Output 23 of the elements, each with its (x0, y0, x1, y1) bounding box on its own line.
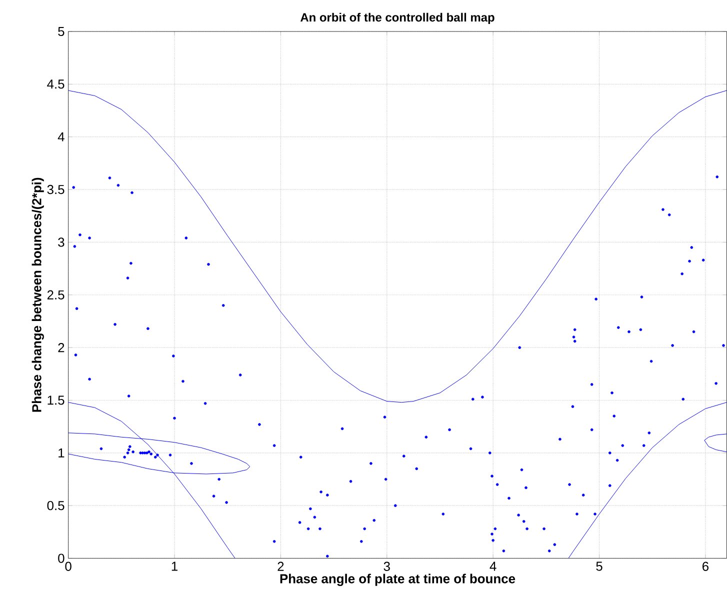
y-tick-label: 3.5 (47, 184, 64, 194)
y-tick-label: 2 (58, 343, 64, 352)
y-tick-label: 5 (58, 26, 64, 36)
x-tick-label: 1 (172, 562, 178, 571)
x-tick-label: 5 (596, 562, 602, 571)
line-series (704, 434, 727, 452)
y-axis-title: Phase change between bounces/(2*pi) (32, 178, 44, 412)
x-tick-label: 4 (490, 562, 496, 571)
y-tick-label: 3 (58, 238, 64, 247)
y-tick-label: 0.5 (47, 501, 64, 510)
y-tick-label: 4.5 (47, 80, 64, 89)
line-series (68, 90, 727, 403)
y-tick-label: 1.5 (48, 396, 64, 405)
chart-title: An orbit of the controlled ball map (300, 12, 494, 24)
x-axis-title: Phase angle of plate at time of bounce (280, 574, 516, 586)
y-tick-label: 0 (58, 554, 64, 563)
y-tick-label: 2.5 (47, 290, 64, 300)
x-tick-label: 3 (384, 562, 390, 571)
x-tick-label: 0 (65, 562, 72, 571)
y-tick-label: 4 (58, 132, 64, 142)
x-tick-label: 6 (702, 562, 708, 571)
y-tick-label: 1 (58, 448, 64, 458)
x-tick-label: 2 (278, 562, 284, 571)
